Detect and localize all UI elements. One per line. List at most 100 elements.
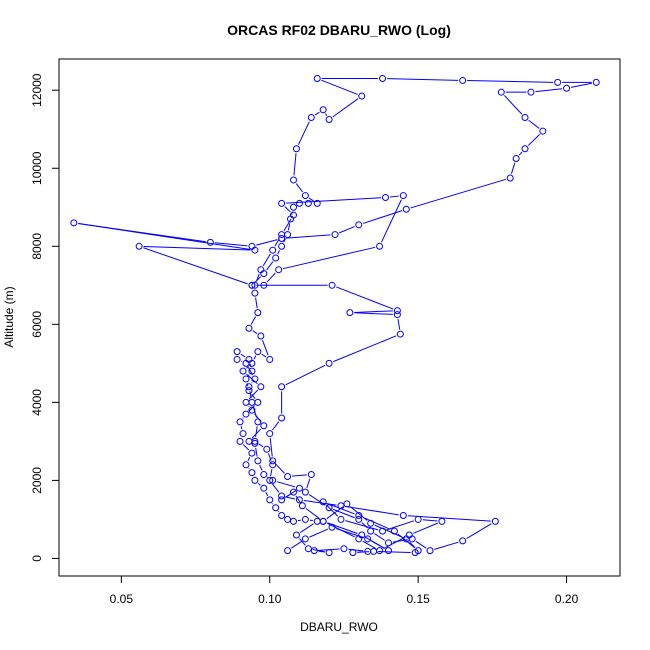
data-point — [390, 527, 398, 535]
data-point — [295, 484, 303, 492]
series-line-segment — [299, 538, 306, 546]
series-line-segment — [333, 335, 397, 363]
series-line-segment — [361, 522, 368, 529]
series-line-segment — [287, 223, 291, 231]
data-point — [236, 437, 244, 445]
series-line-segment — [397, 318, 401, 330]
data-point — [459, 76, 467, 84]
data-point — [304, 199, 312, 207]
data-point — [358, 92, 366, 100]
data-point — [512, 155, 520, 162]
data-point — [272, 504, 280, 512]
data-point — [325, 549, 333, 557]
series-line-segment — [314, 111, 320, 116]
series-line-segment — [325, 113, 328, 116]
data-point — [379, 527, 387, 535]
series-line-segment — [297, 121, 310, 145]
data-point — [497, 88, 505, 96]
series-line-segment — [143, 245, 251, 251]
data-point — [278, 242, 286, 250]
series-line-segment — [321, 79, 358, 95]
series-line-segment — [143, 247, 248, 285]
data-point — [248, 469, 256, 477]
data-series — [70, 75, 600, 557]
series-line-segment — [397, 533, 415, 549]
data-point — [266, 355, 274, 363]
data-point — [269, 457, 277, 465]
series-line-segment — [275, 463, 285, 474]
data-point — [313, 75, 321, 83]
data-point — [459, 537, 467, 545]
series-line-segment — [291, 474, 307, 477]
series-line-segment — [258, 443, 264, 448]
data-point — [554, 78, 562, 86]
data-point — [313, 199, 321, 207]
chart-title: ORCAS RF02 DBARU_RWO (Log) — [227, 22, 451, 38]
data-point — [301, 515, 309, 523]
series-line-segment — [518, 151, 523, 156]
data-point — [251, 375, 259, 383]
data-point — [248, 281, 256, 289]
y-tick-label: 6000 — [30, 311, 44, 338]
series-line-segment — [354, 312, 393, 315]
series-line-segment — [295, 183, 304, 193]
data-point — [331, 231, 339, 239]
series-line-segment — [362, 516, 391, 530]
data-point — [272, 254, 280, 262]
data-point — [206, 238, 214, 246]
series-line-segment — [251, 393, 256, 400]
data-point — [337, 515, 345, 523]
series-line-segment — [413, 522, 438, 534]
data-point — [135, 242, 143, 250]
series-line-segment — [256, 273, 260, 282]
data-point — [266, 496, 274, 504]
data-point — [325, 359, 333, 367]
data-point — [301, 488, 309, 496]
series-line-segment — [255, 447, 258, 457]
data-point — [278, 492, 286, 500]
series-line-segment — [277, 250, 281, 255]
series-line-segment — [272, 483, 280, 493]
x-axis: 0.05 0.10 0.15 0.20 — [110, 575, 579, 606]
data-point — [239, 430, 247, 438]
series-line-segment — [392, 539, 408, 543]
data-point — [278, 231, 286, 239]
data-point — [269, 476, 277, 484]
data-point — [325, 504, 333, 512]
data-point — [328, 281, 336, 289]
series-line-segment — [570, 82, 592, 88]
data-point — [251, 281, 259, 289]
data-point — [592, 78, 600, 86]
series-line-segment — [308, 197, 314, 202]
data-point — [319, 498, 327, 506]
series-line-segment — [306, 478, 311, 489]
series-line-segment — [318, 550, 325, 553]
y-tick-label: 8000 — [30, 233, 44, 260]
series-line-segment — [256, 239, 278, 246]
y-tick-label: 12000 — [30, 73, 44, 107]
series-line-segment — [250, 316, 257, 325]
series-line-segment — [240, 353, 246, 358]
data-point — [364, 535, 372, 543]
data-point — [248, 406, 256, 414]
series-line-segment — [387, 78, 459, 81]
series-line-segment — [282, 246, 376, 270]
data-point — [292, 145, 300, 153]
data-point — [278, 512, 286, 520]
data-point — [260, 281, 268, 289]
data-point — [269, 461, 277, 469]
series-line-segment — [362, 540, 376, 549]
data-point — [379, 75, 387, 83]
data-point — [278, 383, 286, 391]
data-point — [260, 422, 268, 430]
series-line-segment — [266, 261, 274, 271]
data-point — [325, 115, 333, 123]
data-point — [266, 476, 274, 484]
data-point — [310, 547, 318, 555]
data-point — [346, 309, 354, 317]
data-point — [521, 145, 529, 153]
series-line-segment — [272, 421, 280, 431]
series-line-segment — [467, 80, 554, 83]
data-point — [251, 476, 259, 484]
